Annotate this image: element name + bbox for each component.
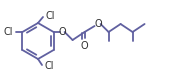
Text: Cl: Cl <box>4 27 13 37</box>
Text: O: O <box>59 27 66 37</box>
Text: O: O <box>95 19 102 29</box>
Text: O: O <box>81 41 88 51</box>
Text: Cl: Cl <box>45 11 55 21</box>
Text: Cl: Cl <box>44 61 54 71</box>
